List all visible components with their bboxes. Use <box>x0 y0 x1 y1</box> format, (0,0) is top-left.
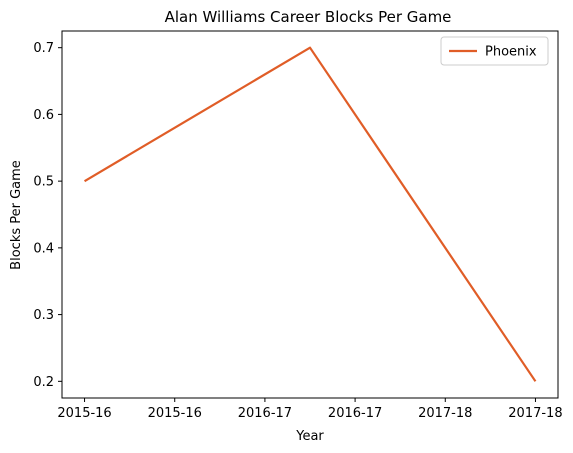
y-tick-label: 0.7 <box>33 41 54 56</box>
y-tick-label: 0.5 <box>33 175 54 190</box>
x-tick-label: 2016-17 <box>328 406 382 421</box>
x-tick-label: 2017-18 <box>508 406 562 421</box>
y-tick-label: 0.6 <box>33 108 54 123</box>
x-tick-label: 2017-18 <box>418 406 472 421</box>
y-tick-label: 0.3 <box>33 308 54 323</box>
x-axis-title: Year <box>295 429 324 444</box>
series-line-0 <box>83 46 537 382</box>
plot-frame <box>61 30 559 399</box>
y-axis-title: Blocks Per Game <box>9 160 24 270</box>
legend-box <box>440 36 549 66</box>
x-tick-label: 2016-17 <box>238 406 292 421</box>
x-tick-label: 2015-16 <box>148 406 202 421</box>
legend-label: Phoenix <box>485 45 537 60</box>
x-tick-label: 2015-16 <box>57 406 111 421</box>
y-tick-label: 0.4 <box>33 241 54 256</box>
y-tick-label: 0.2 <box>33 375 54 390</box>
plot-area: 2015-16 2015-16 2016-17 2016-17 2017-18 2017-… <box>33 30 563 421</box>
chart-title: Alan Williams Career Blocks Per Game <box>165 8 452 26</box>
